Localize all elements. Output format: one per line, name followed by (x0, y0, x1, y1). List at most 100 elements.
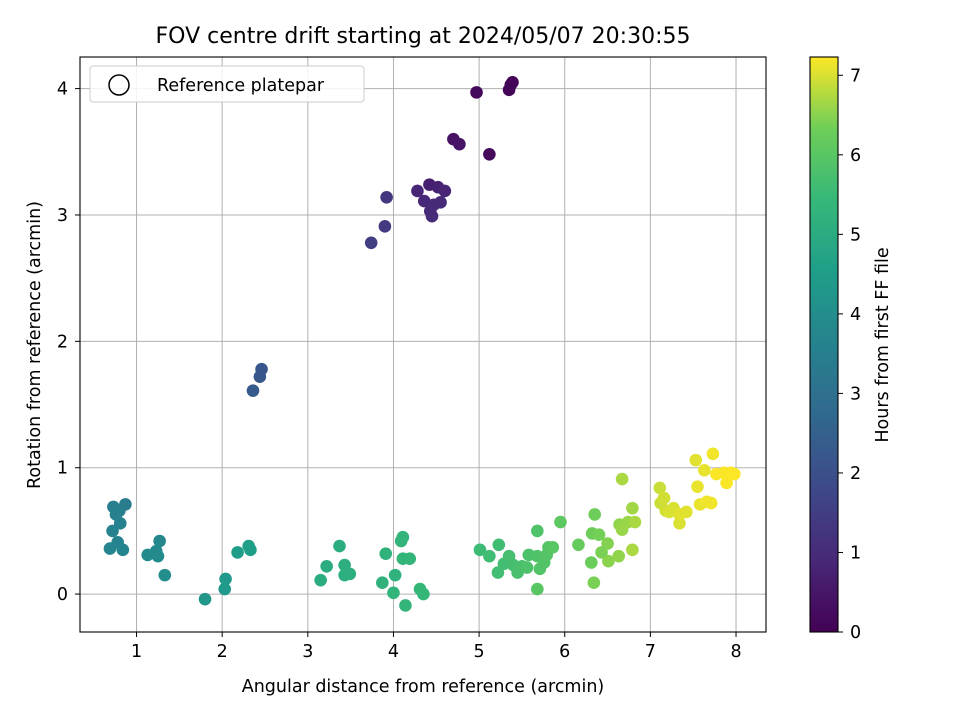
scatter-point (546, 541, 560, 554)
scatter-point (470, 86, 483, 99)
scatter-point (698, 463, 711, 477)
plot-background (80, 57, 766, 632)
colorbar-tick-label: 5 (850, 225, 861, 245)
scatter-point (601, 537, 614, 550)
x-tick-label: 1 (131, 642, 142, 662)
scatter-point (680, 505, 693, 519)
scatter-point (376, 576, 389, 590)
scatter-point (502, 83, 516, 97)
scatter-point (141, 548, 154, 562)
scatter-point (218, 582, 232, 596)
scatter-point (626, 543, 639, 557)
scatter-point (531, 524, 544, 538)
y-tick-label: 1 (57, 459, 68, 479)
x-tick-label: 6 (559, 642, 570, 662)
scatter-point (531, 582, 544, 596)
scatter-point (554, 515, 567, 529)
legend: Reference platepar (89, 65, 365, 103)
legend-label: Reference platepar (157, 76, 325, 96)
scatter-point (492, 538, 506, 552)
scatter-point (673, 517, 686, 530)
scatter-point (483, 148, 496, 161)
scatter-point (320, 559, 333, 573)
scatter-point (706, 447, 720, 461)
scatter-point (491, 566, 505, 579)
y-tick-label: 4 (57, 80, 68, 100)
y-axis-ticks: 0 1 2 3 4 (57, 80, 80, 605)
scatter-point (720, 476, 733, 490)
scatter-point (417, 587, 430, 601)
grid (80, 57, 766, 632)
scatter-point (411, 184, 424, 198)
scatter-point (388, 568, 402, 582)
scatter-point (602, 554, 615, 568)
scatter-point (483, 549, 496, 563)
x-tick-label: 8 (730, 642, 741, 662)
scatter-point (403, 552, 417, 566)
y-tick-label: 2 (57, 332, 68, 352)
scatter-point (453, 137, 466, 151)
scatter-point (387, 586, 400, 600)
scatter-point (704, 496, 718, 510)
scatter-point (425, 209, 439, 223)
plot-frame (79, 56, 767, 633)
y-tick-label: 0 (57, 585, 68, 605)
legend-open-circle-marker (108, 74, 130, 96)
colorbar-tick-label: 2 (850, 464, 861, 484)
colorbar-frame (809, 56, 839, 633)
scatter-point (473, 543, 487, 557)
scatter-point (399, 599, 412, 612)
chart-title: FOV centre drift starting at 2024/05/07 … (156, 24, 691, 49)
x-tick-label: 3 (302, 642, 313, 662)
scatter-point (379, 547, 393, 560)
scatter-point (417, 194, 431, 208)
colorbar-tick-label: 0 (850, 623, 861, 643)
scatter-point (333, 539, 346, 553)
x-tick-label: 4 (388, 642, 399, 662)
scatter-point (626, 501, 639, 515)
scatter-point (116, 543, 130, 557)
x-axis-ticks: 1 2 3 4 5 6 7 8 (131, 632, 742, 662)
scatter-point (198, 592, 212, 606)
scatter-point (691, 480, 704, 493)
scatter-point (612, 549, 625, 563)
legend-box (89, 65, 365, 103)
scatter-point (728, 467, 741, 481)
y-axis-label: Rotation from reference (arcmin) (25, 201, 45, 489)
scatter-point (246, 384, 260, 397)
scatter-point (572, 538, 585, 552)
scatter-point (657, 491, 671, 505)
colorbar-tick-label: 4 (850, 305, 861, 325)
scatter-point (380, 190, 393, 204)
colorbar-ticks: 0 1 2 3 4 5 6 7 (838, 66, 861, 643)
x-axis-label: Angular distance from reference (arcmin) (242, 677, 605, 697)
scatter-point (587, 576, 601, 590)
scatter-point (653, 481, 667, 495)
scatter-point (588, 508, 602, 521)
scatter-point (396, 530, 410, 544)
y-tick-label: 3 (57, 206, 68, 226)
scatter-point (244, 543, 257, 557)
scatter-point (231, 546, 244, 559)
scatter-point (520, 561, 534, 574)
scatter-point (615, 472, 629, 486)
colorbar-gradient (810, 57, 838, 632)
x-tick-label: 2 (217, 642, 228, 662)
scatter-point (153, 534, 166, 548)
colorbar-tick-label: 6 (850, 146, 861, 166)
scatter-point (151, 549, 165, 563)
colorbar-label: Hours from first FF file (873, 247, 893, 442)
x-tick-label: 5 (474, 642, 485, 662)
scatter-point (434, 196, 447, 209)
x-tick-label: 7 (645, 642, 656, 662)
scatter-point (592, 528, 606, 541)
scatter-point (584, 556, 598, 569)
scatter-point (689, 453, 703, 467)
scatter-points (103, 75, 741, 612)
scatter-point (106, 524, 119, 538)
scatter-point (314, 573, 327, 587)
scatter-point (113, 517, 127, 530)
colorbar-tick-label: 3 (850, 384, 861, 404)
scatter-point (438, 184, 452, 198)
